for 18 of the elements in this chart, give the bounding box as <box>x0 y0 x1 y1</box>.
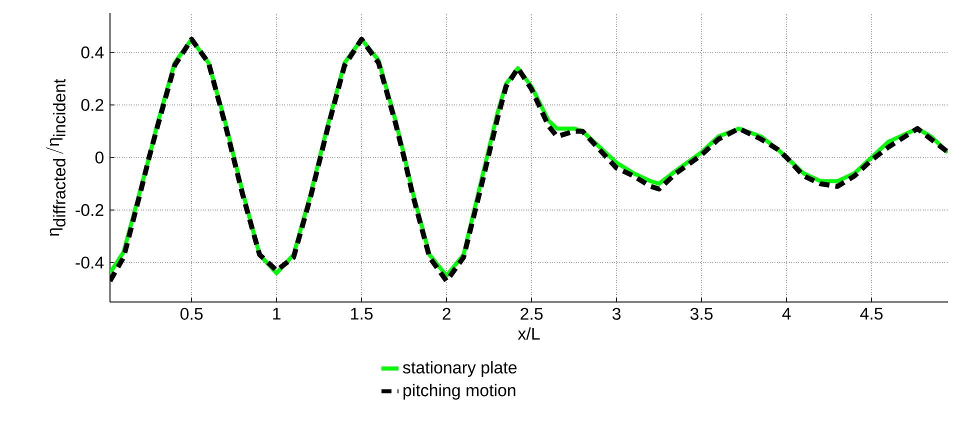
x-tick-label: 4.5 <box>860 308 883 320</box>
legend-label: pitching motion <box>404 384 516 400</box>
x-tick-label: 2.5 <box>520 308 543 320</box>
y-tick-label: 0.2 <box>81 98 104 111</box>
x-tick-label: 1 <box>273 308 280 320</box>
x-tick-label: 1.5 <box>351 308 373 320</box>
x-tick-label: 4 <box>782 308 791 320</box>
x-axis-title: x/L <box>518 327 540 340</box>
y-tick-label: 0.4 <box>81 46 104 58</box>
y-axis-title: $\mbox{η}_{\mbox{diffracted}}\,/\mbox{η}_{\mbox{incident}}$ <box>46 78 66 236</box>
y-tick-label: 0 <box>95 151 104 164</box>
y-tick-label: -0.2 <box>76 204 104 216</box>
legend-label: stationary plate <box>402 361 517 377</box>
x-tick-label: 3.5 <box>690 308 713 320</box>
x-tick-label: 2 <box>442 308 450 320</box>
x-tick-label: 3 <box>612 308 621 320</box>
y-tick-label: -0.4 <box>76 256 104 269</box>
x-tick-label: 0.5 <box>180 308 203 320</box>
